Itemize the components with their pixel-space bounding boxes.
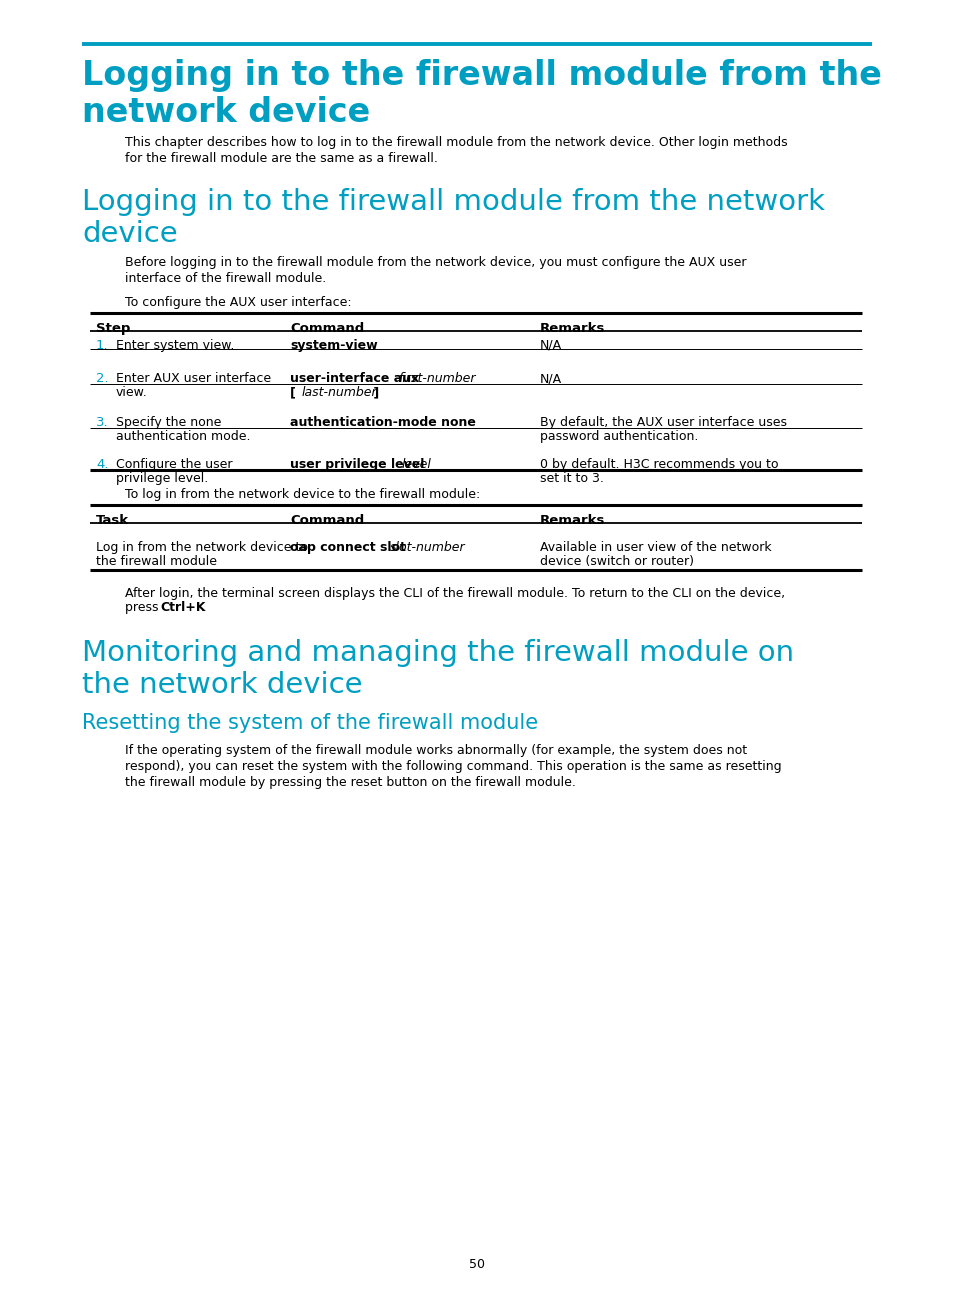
Text: network device: network device bbox=[82, 96, 370, 130]
Text: This chapter describes how to log in to the firewall module from the network dev: This chapter describes how to log in to … bbox=[125, 136, 787, 149]
Text: Logging in to the firewall module from the network: Logging in to the firewall module from t… bbox=[82, 188, 824, 216]
Text: view.: view. bbox=[116, 386, 148, 399]
Text: N/A: N/A bbox=[539, 372, 561, 385]
Text: Command: Command bbox=[290, 321, 364, 334]
Text: Monitoring and managing the firewall module on: Monitoring and managing the firewall mod… bbox=[82, 639, 793, 667]
Text: press: press bbox=[125, 601, 162, 614]
Text: Command: Command bbox=[290, 515, 364, 527]
Text: Before logging in to the firewall module from the network device, you must confi: Before logging in to the firewall module… bbox=[125, 257, 745, 270]
Text: device (switch or router): device (switch or router) bbox=[539, 555, 693, 568]
Text: password authentication.: password authentication. bbox=[539, 430, 698, 443]
Text: To log in from the network device to the firewall module:: To log in from the network device to the… bbox=[125, 489, 479, 502]
Text: Step: Step bbox=[96, 321, 131, 334]
Text: 2.: 2. bbox=[96, 372, 109, 385]
Text: 0 by default. H3C recommends you to: 0 by default. H3C recommends you to bbox=[539, 457, 778, 470]
Text: level: level bbox=[401, 457, 432, 470]
Text: 50: 50 bbox=[469, 1258, 484, 1271]
Text: Remarks: Remarks bbox=[539, 321, 605, 334]
Text: authentication mode.: authentication mode. bbox=[116, 430, 251, 443]
Text: To configure the AUX user interface:: To configure the AUX user interface: bbox=[125, 295, 352, 308]
Text: ]: ] bbox=[369, 386, 379, 399]
Text: Available in user view of the network: Available in user view of the network bbox=[539, 540, 771, 553]
Text: respond), you can reset the system with the following command. This operation is: respond), you can reset the system with … bbox=[125, 759, 781, 772]
Text: N/A: N/A bbox=[539, 340, 561, 353]
Text: 4.: 4. bbox=[96, 457, 109, 470]
Text: 1.: 1. bbox=[96, 340, 109, 353]
Text: Logging in to the firewall module from the: Logging in to the firewall module from t… bbox=[82, 60, 881, 92]
Text: authentication-mode none: authentication-mode none bbox=[290, 416, 476, 429]
Text: Remarks: Remarks bbox=[539, 515, 605, 527]
Text: Resetting the system of the firewall module: Resetting the system of the firewall mod… bbox=[82, 713, 537, 734]
Text: Task: Task bbox=[96, 515, 129, 527]
Text: Configure the user: Configure the user bbox=[116, 457, 233, 470]
Text: the network device: the network device bbox=[82, 671, 362, 699]
Text: If the operating system of the firewall module works abnormally (for example, th: If the operating system of the firewall … bbox=[125, 744, 746, 757]
Text: first-number: first-number bbox=[397, 372, 475, 385]
Text: interface of the firewall module.: interface of the firewall module. bbox=[125, 272, 326, 285]
Text: 3.: 3. bbox=[96, 416, 109, 429]
Text: After login, the terminal screen displays the CLI of the firewall module. To ret: After login, the terminal screen display… bbox=[125, 587, 784, 600]
Text: Enter system view.: Enter system view. bbox=[116, 340, 234, 353]
Text: for the firewall module are the same as a firewall.: for the firewall module are the same as … bbox=[125, 152, 437, 165]
Text: privilege level.: privilege level. bbox=[116, 472, 208, 485]
Text: oap connect slot: oap connect slot bbox=[290, 540, 410, 553]
Text: .: . bbox=[201, 601, 205, 614]
Text: Ctrl+K: Ctrl+K bbox=[160, 601, 205, 614]
Text: Enter AUX user interface: Enter AUX user interface bbox=[116, 372, 271, 385]
Text: device: device bbox=[82, 220, 177, 248]
Text: the firewall module by pressing the reset button on the firewall module.: the firewall module by pressing the rese… bbox=[125, 776, 576, 789]
Text: the firewall module: the firewall module bbox=[96, 555, 216, 568]
Text: By default, the AUX user interface uses: By default, the AUX user interface uses bbox=[539, 416, 786, 429]
Text: user privilege level: user privilege level bbox=[290, 457, 428, 470]
Text: set it to 3.: set it to 3. bbox=[539, 472, 603, 485]
Text: [: [ bbox=[290, 386, 300, 399]
Text: last-number: last-number bbox=[302, 386, 377, 399]
Text: system-view: system-view bbox=[290, 340, 377, 353]
Text: Specify the none: Specify the none bbox=[116, 416, 221, 429]
Text: slot-number: slot-number bbox=[390, 540, 465, 553]
Text: Log in from the network device to: Log in from the network device to bbox=[96, 540, 308, 553]
Text: user-interface aux: user-interface aux bbox=[290, 372, 423, 385]
